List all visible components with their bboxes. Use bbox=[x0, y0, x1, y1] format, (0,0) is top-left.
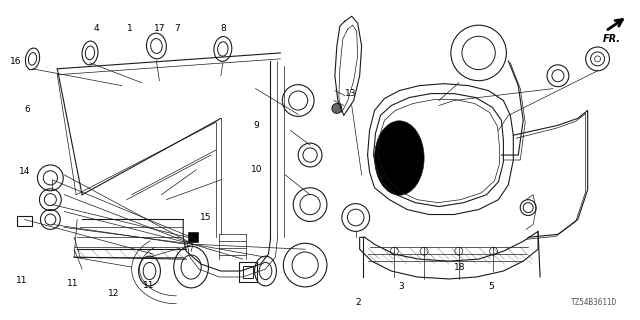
Text: TZ54B3611D: TZ54B3611D bbox=[571, 298, 618, 307]
Text: 14: 14 bbox=[19, 167, 31, 176]
Text: 2: 2 bbox=[355, 298, 361, 307]
Text: 11: 11 bbox=[143, 281, 154, 290]
Text: 10: 10 bbox=[251, 165, 262, 174]
Text: 4: 4 bbox=[94, 24, 99, 33]
Text: 12: 12 bbox=[108, 289, 120, 298]
Bar bbox=[17, 215, 31, 227]
Text: 15: 15 bbox=[200, 212, 212, 222]
Ellipse shape bbox=[374, 121, 424, 195]
Circle shape bbox=[332, 103, 342, 113]
Text: 11: 11 bbox=[16, 276, 28, 285]
Text: FR.: FR. bbox=[602, 34, 621, 44]
Text: 1: 1 bbox=[127, 24, 132, 33]
Bar bbox=[239, 262, 257, 282]
Text: 3: 3 bbox=[398, 282, 404, 292]
Text: 16: 16 bbox=[10, 57, 21, 66]
Text: 17: 17 bbox=[154, 24, 166, 33]
Text: 13: 13 bbox=[345, 89, 356, 98]
Text: 6: 6 bbox=[24, 105, 30, 114]
Text: 9: 9 bbox=[253, 121, 259, 130]
Text: 7: 7 bbox=[174, 24, 180, 33]
Bar bbox=[243, 266, 253, 278]
Bar bbox=[188, 232, 198, 242]
Text: 5: 5 bbox=[488, 282, 494, 292]
Text: 11: 11 bbox=[67, 279, 78, 288]
Text: 8: 8 bbox=[221, 24, 227, 33]
Text: 18: 18 bbox=[454, 263, 465, 272]
